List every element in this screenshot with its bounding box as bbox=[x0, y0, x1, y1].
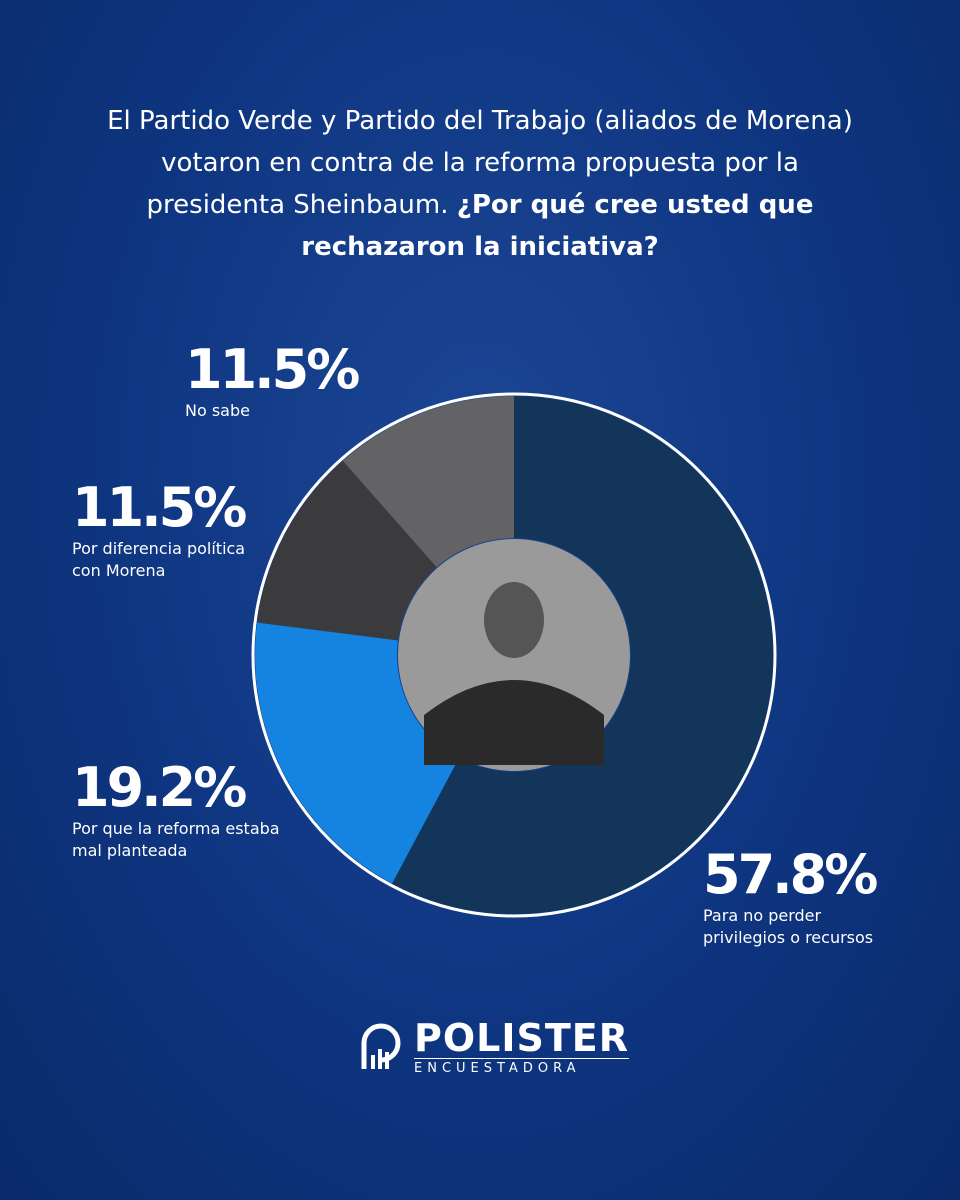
title-text: El Partido Verde y Partido del Trabajo (… bbox=[107, 106, 853, 220]
value-label: 11.5% bbox=[72, 476, 247, 539]
donut-slice bbox=[257, 460, 437, 641]
logo-icon bbox=[361, 1023, 401, 1069]
donut-slice bbox=[392, 396, 773, 914]
title: El Partido Verde y Partido del Trabajo (… bbox=[100, 100, 860, 268]
brand-name: POLISTER bbox=[414, 1016, 630, 1060]
category-label: No sabe bbox=[185, 401, 250, 420]
category-label: Por que la reforma estaba mal planteada bbox=[72, 819, 280, 860]
value-label: 57.8% bbox=[703, 843, 878, 906]
center-head bbox=[484, 582, 544, 658]
donut-slice bbox=[255, 622, 459, 884]
center-figure bbox=[424, 680, 604, 765]
brand-tagline: ENCUESTADORA bbox=[414, 1058, 630, 1076]
slice-label: 57.8% Para no perder privilegios o recurs… bbox=[703, 845, 903, 949]
value-label: 19.2% bbox=[72, 756, 247, 819]
slice-label: 11.5% No sabe bbox=[185, 340, 365, 422]
category-label: Por diferencia política con Morena bbox=[72, 539, 246, 580]
brand: POLISTER ENCUESTADORA bbox=[358, 1016, 630, 1076]
value-label: 11.5% bbox=[185, 338, 360, 401]
slice-label: 19.2% Por que la reforma estaba mal plant… bbox=[72, 758, 292, 862]
category-label: Para no perder privilegios o recursos bbox=[703, 906, 874, 947]
title-question: ¿Por qué cree usted que rechazaron la in… bbox=[301, 190, 814, 262]
slice-label: 11.5% Por diferencia política con Morena bbox=[72, 478, 272, 582]
donut-slice bbox=[342, 396, 514, 568]
donut-outline bbox=[251, 392, 777, 918]
